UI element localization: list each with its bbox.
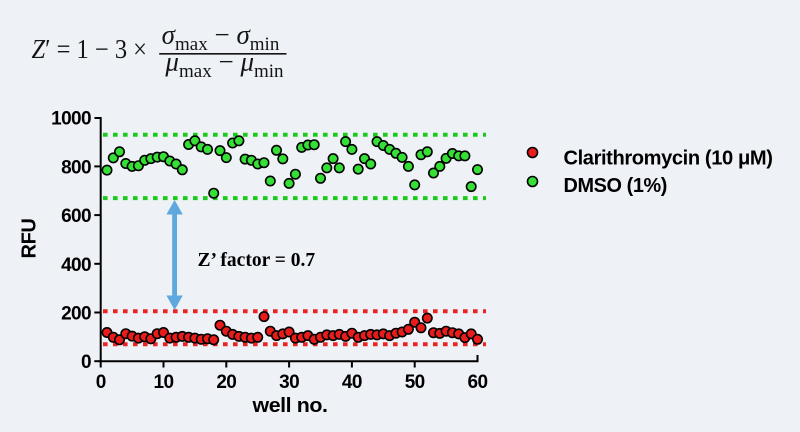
svg-text:800: 800	[61, 157, 91, 178]
svg-text:Clarithromycin (10 μM): Clarithromycin (10 μM)	[564, 148, 773, 170]
svg-text:200: 200	[61, 304, 91, 325]
svg-text:600: 600	[61, 206, 91, 227]
svg-text:Z′ = 1 − 3 ×: Z′ = 1 − 3 ×	[32, 34, 148, 64]
svg-text:30: 30	[279, 372, 299, 393]
svg-text:0: 0	[81, 352, 91, 373]
svg-text:50: 50	[405, 372, 425, 393]
svg-text:400: 400	[61, 255, 91, 276]
svg-text:RFU: RFU	[19, 219, 41, 259]
svg-text:DMSO (1%): DMSO (1%)	[564, 175, 668, 197]
svg-text:0: 0	[96, 372, 106, 393]
svg-text:40: 40	[342, 372, 362, 393]
svg-text:60: 60	[468, 372, 488, 393]
svg-text:well no.: well no.	[251, 395, 327, 417]
svg-text:1000: 1000	[51, 109, 91, 130]
svg-text:σmax − σmin: σmax − σmin	[162, 19, 280, 55]
svg-text:Z’ factor = 0.7: Z’ factor = 0.7	[198, 250, 316, 271]
svg-text:μmax − μmin: μmax − μmin	[164, 47, 284, 83]
svg-text:10: 10	[154, 372, 174, 393]
svg-text:20: 20	[216, 372, 236, 393]
